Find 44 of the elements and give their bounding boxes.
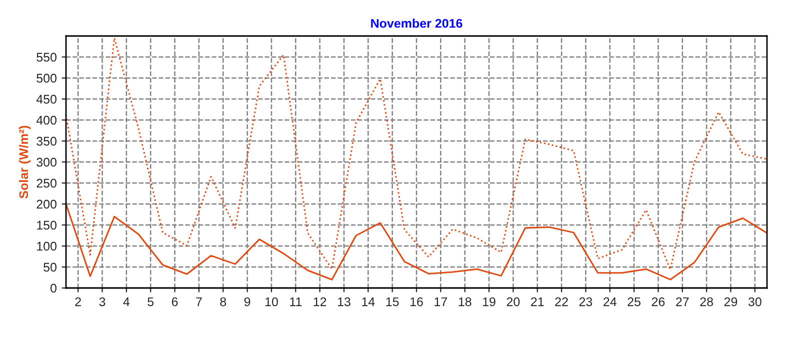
chart-title: November 2016 [371, 18, 462, 28]
x-tick-label: 13 [338, 297, 350, 306]
x-tick-label: 27 [676, 297, 689, 306]
y-tick-label: 100 [37, 242, 56, 251]
x-tick-label: 21 [531, 297, 544, 306]
x-tick-label: 2 [75, 297, 81, 306]
x-tick-label: 18 [458, 297, 472, 306]
x-tick-label: 15 [386, 297, 399, 306]
y-axis-title: Solar (W/m²) [18, 126, 31, 198]
x-tick-label: 23 [579, 297, 592, 306]
x-tick-label: 29 [724, 297, 738, 306]
x-tick-label: 22 [555, 297, 568, 306]
x-tick-label: 26 [652, 297, 665, 306]
y-tick-label: 500 [36, 74, 56, 83]
y-tick-label: 350 [36, 136, 56, 146]
x-tick-label: 10 [265, 297, 278, 306]
x-tick-label: 19 [483, 297, 496, 306]
y-tick-label: 400 [36, 116, 56, 125]
x-tick-label: 4 [123, 297, 130, 306]
x-tick-label: 3 [99, 297, 106, 306]
x-tick-label: 5 [148, 297, 154, 306]
x-tick-label: 28 [700, 297, 713, 306]
x-tick-label: 6 [172, 297, 178, 306]
x-tick-label: 12 [314, 297, 326, 306]
y-tick-label: 200 [36, 200, 56, 209]
y-tick-label: 300 [36, 158, 56, 167]
x-tick-label: 17 [434, 297, 447, 306]
y-tick-label: 450 [36, 94, 56, 104]
x-tick-label: 7 [196, 297, 202, 306]
x-tick-label: 25 [628, 297, 640, 306]
line-series [66, 203, 767, 280]
x-tick-label: 16 [410, 297, 423, 306]
y-tick-label: 550 [36, 52, 56, 62]
y-tick-label: 150 [37, 220, 56, 230]
x-tick-label: 20 [506, 297, 520, 306]
x-tick-label: 14 [362, 297, 375, 306]
x-tick-label: 24 [604, 297, 616, 306]
x-tick-label: 8 [220, 297, 226, 306]
y-tick-label: 50 [44, 262, 56, 272]
x-tick-label: 30 [748, 297, 762, 306]
y-tick-label: 250 [36, 178, 56, 188]
x-tick-label: 11 [290, 297, 302, 306]
y-tick-label: 0 [50, 284, 56, 293]
x-tick-label: 9 [244, 297, 250, 306]
